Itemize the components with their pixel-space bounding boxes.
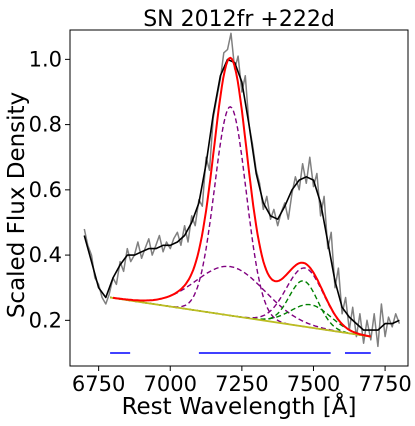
- plot-frame: [69, 29, 409, 367]
- gaussian-component-3: [110, 267, 371, 338]
- y-tick-label: 1.0: [29, 47, 62, 71]
- total-fit-line: [112, 56, 371, 338]
- tick-layer: 6750 7000 7250 7500 7750 0.2 0.4 0.6 0.8 1.0: [29, 47, 412, 396]
- y-tick-label: 0.2: [29, 308, 62, 332]
- raw-spectrum-line: [83, 32, 401, 348]
- x-tick-label: 7500: [287, 372, 340, 396]
- plot-area: [83, 32, 401, 354]
- x-tick-label: 7750: [358, 372, 411, 396]
- x-tick-label: 7250: [215, 372, 268, 396]
- y-tick-label: 0.6: [29, 178, 62, 202]
- chart-title: SN 2012fr +222d: [143, 7, 335, 32]
- gaussian-component-2: [110, 265, 371, 338]
- x-axis-label: Rest Wavelength [Å]: [122, 392, 357, 420]
- y-tick-label: 0.4: [29, 243, 62, 267]
- smoothed-spectrum-line: [83, 58, 400, 331]
- x-tick-label: 6750: [72, 372, 125, 396]
- gaussian-component-1: [110, 106, 371, 338]
- continuum-line: [109, 296, 371, 338]
- x-tick-label: 7000: [144, 372, 197, 396]
- y-tick-label: 0.8: [29, 113, 62, 137]
- y-axis-label: Scaled Flux Density: [4, 92, 30, 318]
